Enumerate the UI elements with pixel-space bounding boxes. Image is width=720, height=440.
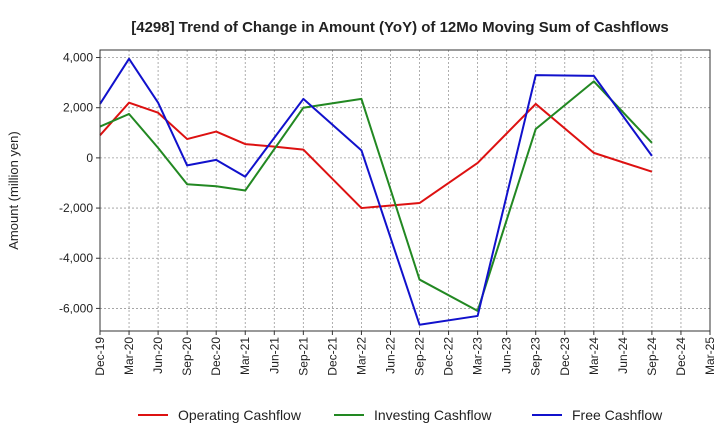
y-tick-label: -4,000 (59, 251, 93, 265)
x-tick-label: Sep-20 (180, 337, 194, 376)
y-tick-label: 2,000 (63, 101, 93, 115)
x-tick-label: Sep-22 (413, 337, 427, 376)
x-tick-label: Sep-21 (296, 337, 310, 376)
legend-label: Free Cashflow (572, 407, 663, 423)
series-line-investing-cashflow (99, 80, 653, 312)
x-tick-label: Dec-23 (558, 337, 572, 376)
legend-label: Operating Cashflow (178, 407, 302, 423)
chart-title: [4298] Trend of Change in Amount (YoY) o… (131, 19, 669, 36)
y-tick-label: -6,000 (59, 301, 93, 315)
y-axis-label: Amount (million yen) (6, 131, 21, 250)
x-tick-label: Sep-23 (529, 337, 543, 376)
x-tick-label: Jun-20 (151, 337, 165, 374)
x-tick-label: Mar-21 (238, 337, 252, 375)
series-line-free-cashflow (99, 57, 653, 326)
x-tick-label: Dec-21 (325, 337, 339, 376)
x-tick-label: Jun-23 (500, 337, 514, 374)
x-tick-label: Dec-22 (442, 337, 456, 376)
plot-frame (99, 49, 711, 332)
y-tick-label: -2,000 (59, 201, 93, 215)
x-tick-label: Dec-24 (674, 337, 688, 376)
y-tick-label: 0 (86, 151, 93, 165)
legend: Operating Cashflow Investing Cashflow Free… (138, 407, 663, 423)
x-tick-label: Mar-20 (122, 337, 136, 375)
x-tick-label: Mar-22 (354, 337, 368, 375)
y-tick-label: 4,000 (63, 51, 93, 65)
grid (100, 50, 710, 331)
x-tick-label: Jun-21 (267, 337, 281, 374)
x-tick-label: Mar-25 (703, 337, 717, 375)
y-tick-labels: 4,000 2,000 0 -2,000 -4,000 -6,000 (59, 51, 100, 315)
x-tick-label: Dec-19 (93, 337, 107, 376)
x-tick-label: Sep-24 (645, 337, 659, 376)
series-lines (99, 57, 653, 326)
x-tick-label: Mar-24 (587, 337, 601, 375)
x-tick-labels: Dec-19 Mar-20 Jun-20 Sep-20 Dec-20 Mar-21 Jun-… (93, 331, 717, 376)
legend-label: Investing Cashflow (374, 407, 492, 423)
x-tick-label: Mar-23 (471, 337, 485, 375)
x-tick-label: Jun-24 (616, 337, 630, 374)
x-tick-label: Jun-22 (383, 337, 397, 374)
x-tick-label: Dec-20 (209, 337, 223, 376)
